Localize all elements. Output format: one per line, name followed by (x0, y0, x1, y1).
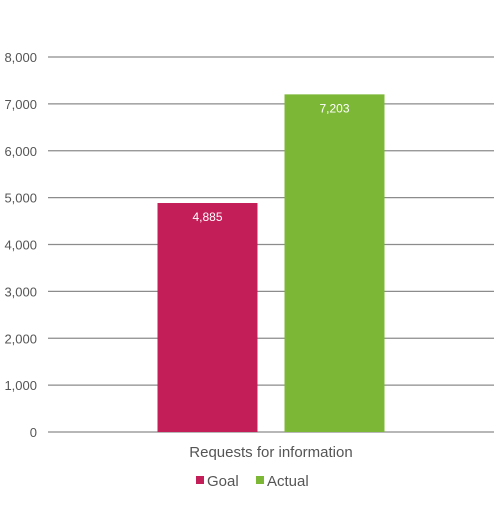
bar-goal (157, 203, 258, 432)
x-axis-category-labels: Requests for information (189, 444, 352, 461)
bar-actual (284, 94, 385, 432)
data-label-actual: 7,203 (319, 101, 349, 115)
y-tick-label: 4,000 (4, 238, 37, 253)
y-tick-label: 0 (30, 425, 37, 440)
y-tick-label: 8,000 (4, 50, 37, 65)
y-tick-label: 6,000 (4, 144, 37, 159)
x-category-label: Requests for information (189, 444, 352, 461)
y-tick-label: 3,000 (4, 284, 37, 299)
legend: Goal Actual (196, 473, 309, 490)
y-tick-label: 1,000 (4, 378, 37, 393)
data-labels: 4,885 7,203 (192, 101, 349, 224)
legend-swatch-actual (256, 476, 264, 484)
legend-label-actual: Actual (267, 473, 309, 490)
y-tick-label: 2,000 (4, 331, 37, 346)
legend-swatch-goal (196, 476, 204, 484)
y-tick-label: 5,000 (4, 191, 37, 206)
data-label-goal: 4,885 (192, 210, 222, 224)
y-tick-label: 7,000 (4, 97, 37, 112)
bars (157, 94, 385, 432)
legend-label-goal: Goal (207, 473, 239, 490)
y-axis-tick-labels: 0 1,000 2,000 3,000 4,000 5,000 6,000 7,000 8,00… (4, 50, 37, 440)
gridlines (48, 56, 494, 433)
